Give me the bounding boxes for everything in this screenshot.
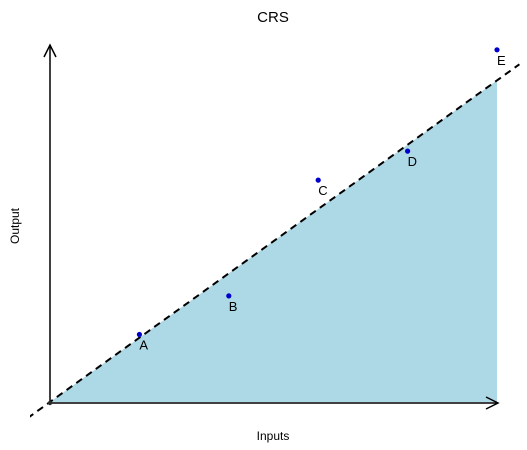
y-axis-label: Output [8, 207, 22, 244]
point-label-b: B [229, 299, 238, 314]
x-axis-arrowhead [485, 396, 500, 410]
x-axis-label: Inputs [257, 429, 290, 443]
point-a [136, 331, 142, 338]
y-axis-arrowhead [43, 43, 57, 58]
point-e [494, 47, 500, 53]
point-c [315, 177, 321, 183]
point-label-a: A [139, 338, 148, 353]
point-label-c: C [318, 183, 327, 198]
point-label-e: E [497, 53, 506, 68]
point-label-d: D [408, 154, 417, 169]
chart-title: CRS [257, 9, 289, 26]
crs-frontier-line [30, 63, 520, 418]
origin-marker [47, 400, 53, 406]
data-points: A B C D E [136, 47, 506, 353]
point-b [226, 293, 232, 299]
point-d [405, 148, 411, 154]
